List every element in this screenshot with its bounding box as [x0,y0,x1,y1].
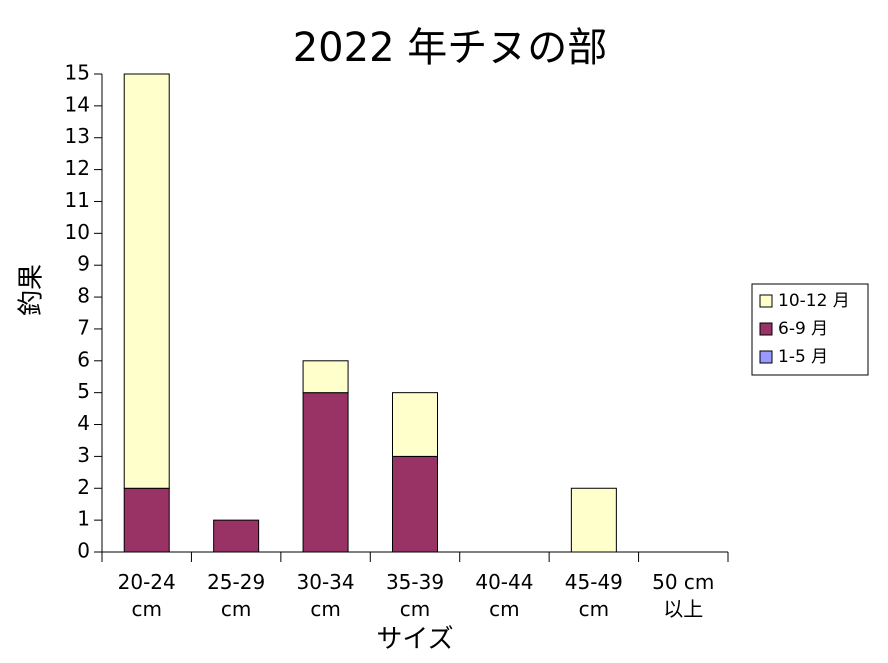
legend-label: 6-9 月 [778,319,828,339]
y-tick-label: 0 [77,539,90,563]
x-tick-label: 40-44 cm [475,570,533,621]
y-tick-label: 3 [77,443,90,467]
legend-label: 1-5 月 [778,347,828,367]
chart-title: 2022 年チヌの部 [293,25,608,71]
x-tick-label: 30-34 cm [297,570,355,621]
bar-segment [123,487,170,553]
y-tick-label: 13 [65,124,90,148]
y-tick-label: 9 [77,252,90,276]
bar-segment [213,519,260,553]
y-tick-label: 1 [77,507,90,531]
y-tick-label: 4 [77,411,90,435]
bar-segment [302,360,349,394]
legend-swatch [759,350,773,364]
y-tick-label: 15 [65,61,90,85]
bar-segment [570,487,617,553]
bar-segment [123,73,170,489]
legend-label: 10-12 月 [778,291,850,311]
bar-segment [392,455,438,553]
x-axis-label: サイズ [376,625,453,655]
x-tick-label: 50 cm 以上 [652,570,714,621]
y-tick-label: 11 [65,188,90,212]
y-axis-label: 釣果 [17,264,47,316]
legend-swatch [759,322,773,336]
x-tick-label: 35-39 cm [386,570,444,621]
x-tick-label: 20-24 cm [118,570,176,621]
x-tick-label: 25-29 cm [207,570,265,621]
y-tick-label: 10 [65,220,90,244]
y-tick-label: 8 [77,284,90,308]
y-tick-label: 6 [77,347,90,371]
y-tick-label: 14 [65,92,90,116]
y-tick-label: 5 [77,379,90,403]
bar-segment [302,392,349,553]
x-tick-label: 45-49 cm [565,570,623,621]
bar-segment [392,392,438,457]
legend-swatch [759,294,773,308]
y-tick-label: 12 [65,156,90,180]
y-tick-label: 2 [77,475,90,499]
y-tick-label: 7 [77,315,90,339]
